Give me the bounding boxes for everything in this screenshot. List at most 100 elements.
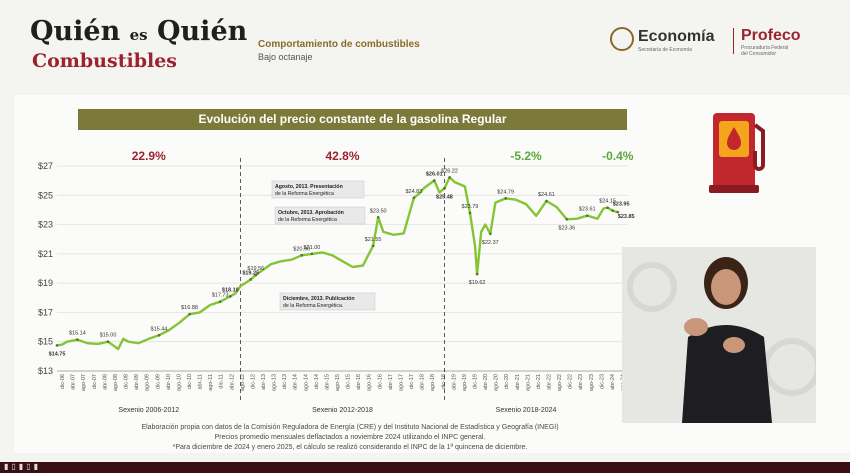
x-tick-label: dic-21 [536, 374, 542, 389]
data-point [432, 179, 436, 182]
x-tick-label: abr-10 [166, 374, 172, 390]
logo-word-2: Quién [157, 16, 248, 47]
data-point [489, 232, 492, 236]
data-label: $17.73 [212, 293, 229, 299]
x-tick-label: abr-24 [610, 374, 616, 390]
data-label: $23.36 [558, 225, 575, 231]
x-tick-label: ago-12 [240, 374, 246, 391]
data-point [468, 211, 472, 215]
data-point [504, 197, 507, 200]
data-label: $19.25 [242, 270, 259, 276]
data-label: $24.79 [497, 189, 514, 195]
x-tick-label: abr-20 [483, 374, 489, 390]
x-tick-label: abr-17 [388, 374, 394, 390]
annotation-text: de la Reforma Energética [278, 217, 337, 223]
annotation-box [274, 206, 366, 225]
x-tick-label: ago-17 [398, 374, 404, 391]
x-tick-label: ago-13 [272, 374, 278, 391]
data-label: $18.10 [222, 287, 239, 293]
data-label: $19.56 [247, 266, 264, 272]
data-label: $24.15 [599, 199, 616, 205]
period-name-label: Sexenio 2012-2018 [312, 407, 373, 414]
data-point [310, 252, 314, 256]
y-tick-label: $17 [38, 307, 53, 317]
x-tick-label: abr-07 [71, 374, 77, 390]
period-name-label: Sexenio 2018-2024 [496, 407, 557, 414]
chart-title: Evolución del precio constante de la gas… [78, 109, 627, 130]
x-tick-label: abr-22 [547, 374, 553, 390]
profeco-subtext-1: Procuraduría Federal [741, 45, 789, 51]
data-label: $23.95 [613, 202, 630, 208]
data-label: $26.22 [441, 168, 458, 174]
data-label: $26.01 [426, 171, 443, 177]
footnote-deflation: Precios promedio mensuales deflactados a… [214, 434, 486, 441]
data-label: $14.75 [49, 351, 66, 357]
annotation-text: de la Reforma Energética [275, 191, 334, 197]
x-tick-label: dic-06 [60, 374, 66, 389]
y-tick-label: $15 [38, 337, 53, 347]
video-control-bar: ▮▯▮▯▮ [0, 462, 850, 473]
data-label: $15.14 [69, 331, 86, 337]
x-tick-label: abr-21 [515, 374, 521, 390]
y-tick-label: $21 [38, 249, 53, 259]
data-label: $24.83 [405, 189, 422, 195]
data-point [254, 273, 258, 277]
economia-seal-icon [610, 27, 634, 51]
data-label: $21.55 [365, 237, 382, 243]
x-tick-label: ago-20 [494, 374, 500, 391]
x-tick-label: dic-19 [472, 374, 478, 389]
data-point [443, 186, 446, 190]
x-tick-label: ago-14 [303, 374, 309, 391]
x-tick-label: ago-16 [367, 374, 373, 391]
period-change-label: -0.4% [602, 149, 634, 163]
data-point [616, 210, 620, 214]
logo-divider [733, 28, 734, 54]
x-tick-label: dic-13 [282, 374, 288, 389]
data-point [157, 333, 161, 337]
logo-word-es: es [129, 26, 148, 44]
data-point [565, 218, 569, 221]
data-point [371, 244, 375, 248]
data-label: $21.00 [303, 245, 320, 251]
data-label: $23.61 [579, 207, 596, 213]
data-point [475, 272, 479, 276]
economia-subtext: Secretaría de Economía [638, 47, 692, 53]
y-tick-label: $25 [38, 190, 53, 200]
section-subtitle: Bajo octanaje [258, 52, 313, 62]
data-point [545, 199, 548, 203]
y-tick-label: $19 [38, 278, 53, 288]
x-tick-label: dic-22 [568, 374, 574, 389]
x-tick-label: dic-17 [409, 374, 415, 389]
data-label: $20.90 [293, 246, 310, 252]
player-controls-icon[interactable]: ▮▯▮▯▮ [4, 462, 42, 471]
logo-quien-es-quien: Quién es Quién [30, 16, 247, 47]
data-label: $23.50 [370, 208, 387, 214]
x-tick-label: ago-11 [208, 374, 214, 391]
x-tick-label: abr-08 [102, 374, 108, 390]
x-tick-label: dic-11 [219, 374, 225, 389]
data-point [249, 278, 253, 281]
profeco-name: Profeco [741, 27, 801, 44]
annotation-box [271, 180, 365, 199]
profeco-logo: Profeco Procuraduría Federal del Consumi… [741, 27, 801, 57]
x-tick-label: dic-20 [504, 374, 510, 389]
x-tick-label: abr-13 [261, 374, 267, 390]
footnote-source: Elaboración propia con datos de la Comis… [141, 424, 559, 431]
y-tick-label: $27 [38, 161, 53, 171]
x-tick-label: abr-11 [198, 374, 204, 390]
x-tick-label: abr-18 [420, 374, 426, 390]
logo-combustibles: Combustibles [32, 50, 177, 72]
data-point [585, 214, 589, 217]
x-tick-label: ago-18 [430, 374, 436, 391]
x-tick-label: abr-19 [451, 374, 457, 390]
data-point [300, 254, 304, 257]
footnote-note: *Para diciembre de 2024 y enero 2025, el… [172, 444, 528, 451]
annotation-title: Diciembre, 2013. Publicación [283, 296, 355, 302]
data-label: $22.37 [482, 240, 499, 246]
period-change-label: 22.9% [132, 149, 166, 163]
annotation-title: Octubre, 2013. Aprobación [278, 210, 344, 216]
x-tick-label: dic-23 [599, 374, 605, 389]
x-tick-label: dic-09 [155, 374, 161, 389]
data-label: $15.44 [151, 326, 168, 332]
